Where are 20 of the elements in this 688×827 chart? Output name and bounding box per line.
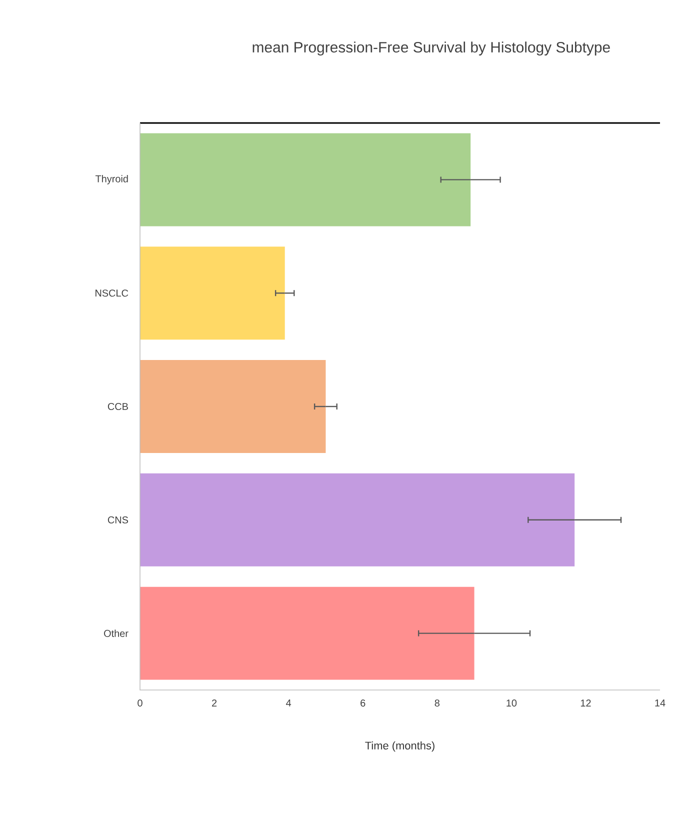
y-tick-label: Other: [104, 630, 128, 637]
y-tick-label: CNS: [108, 516, 128, 524]
y-tick-label: NSCLC: [96, 290, 128, 297]
bar: [140, 360, 326, 453]
x-tick-label: 12: [580, 700, 591, 706]
bar: [140, 246, 285, 340]
y-tick-label: Thyroid: [95, 175, 128, 184]
bar: [140, 586, 474, 680]
chart-title: mean Progression-Free Survival by Histology Subtype: [252, 42, 610, 56]
x-tick-label: 10: [506, 700, 517, 707]
bar: [140, 473, 575, 566]
x-tick-label: 2: [212, 700, 217, 706]
x-tick-label: 4: [286, 700, 292, 706]
x-tick-label: 8: [434, 700, 440, 707]
x-tick-label: 0: [138, 700, 142, 707]
y-tick-label: CCB: [108, 402, 128, 410]
x-tick-label: 14: [655, 700, 666, 706]
bar: [140, 133, 471, 226]
x-axis-title: Time (months): [365, 741, 434, 752]
x-tick-label: 6: [360, 700, 366, 707]
